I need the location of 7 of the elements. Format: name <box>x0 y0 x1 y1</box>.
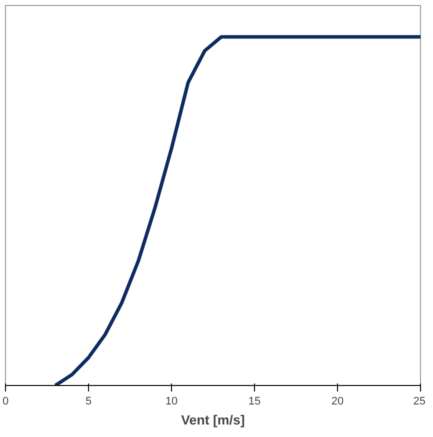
x-axis-title: Vent [m/s] <box>181 412 245 428</box>
x-tick-label: 25 <box>413 396 426 408</box>
x-tick-label: 20 <box>331 396 344 408</box>
x-tick-label: 0 <box>2 396 9 408</box>
x-tick-label: 15 <box>248 396 261 408</box>
x-tick-label: 5 <box>85 396 92 408</box>
x-tick-label: 10 <box>165 396 178 408</box>
